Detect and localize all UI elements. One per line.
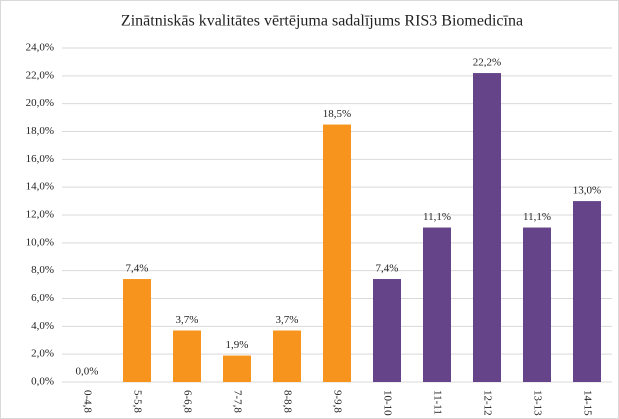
chart-title: Zinātniskās kvalitātes vērtējuma sadalīj… <box>121 13 523 30</box>
bar <box>123 279 151 382</box>
x-tick-label: 6-6,8 <box>181 390 193 413</box>
x-tick-label: 11-11 <box>431 390 443 415</box>
y-tick-label: 20,0% <box>26 97 54 109</box>
bar <box>323 124 351 383</box>
data-label: 7,4% <box>376 263 399 275</box>
data-label: 7,4% <box>126 263 149 275</box>
bar <box>423 227 451 382</box>
bar <box>473 73 501 383</box>
data-label: 0,0% <box>76 366 99 378</box>
y-tick-label: 18,0% <box>26 125 54 137</box>
data-label: 1,9% <box>226 339 249 351</box>
data-label: 3,7% <box>176 314 199 326</box>
x-tick-label: 9-9,8 <box>331 390 343 413</box>
bar <box>273 330 301 382</box>
bar <box>173 330 201 382</box>
y-tick-label: 0,0% <box>31 376 54 388</box>
x-tick-label: 14-15 <box>581 390 593 416</box>
x-tick-label: 12-12 <box>481 390 493 416</box>
y-tick-label: 6,0% <box>31 292 54 304</box>
y-tick-label: 12,0% <box>26 209 54 221</box>
data-label: 18,5% <box>323 108 351 120</box>
bar <box>373 279 401 382</box>
bar <box>573 201 601 382</box>
x-tick-label: 7-7,8 <box>231 390 243 413</box>
y-tick-label: 2,0% <box>31 348 54 360</box>
x-tick-label: 10-10 <box>381 390 393 416</box>
x-tick-label: 13-13 <box>531 390 543 416</box>
data-label: 3,7% <box>276 314 299 326</box>
data-label: 11,1% <box>523 211 551 223</box>
y-tick-label: 16,0% <box>26 153 54 165</box>
data-label: 13,0% <box>573 185 601 197</box>
data-label: 22,2% <box>473 57 501 69</box>
data-label: 11,1% <box>423 211 451 223</box>
bar <box>523 227 551 382</box>
x-tick-label: 0-4,8 <box>81 390 93 413</box>
x-tick-label: 5-5,8 <box>131 390 143 413</box>
y-tick-label: 10,0% <box>26 236 54 248</box>
x-tick-label: 8-8,8 <box>281 390 293 413</box>
bar <box>223 355 251 382</box>
y-tick-label: 14,0% <box>26 181 54 193</box>
y-tick-label: 4,0% <box>31 320 54 332</box>
y-tick-label: 8,0% <box>31 264 54 276</box>
y-tick-label: 24,0% <box>26 42 54 54</box>
y-tick-label: 22,0% <box>26 69 54 81</box>
